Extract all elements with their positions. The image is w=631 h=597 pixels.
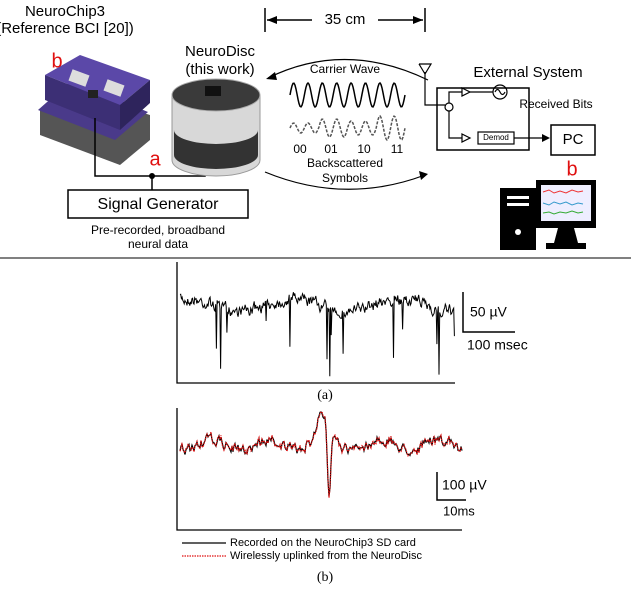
external-title: External System [473,64,582,81]
distance-label: 35 cm [325,11,366,28]
recorded-trace [180,412,462,496]
caption: (b) [317,570,334,585]
computer-icon [500,180,596,250]
backscatter-label: Backscattered [307,156,383,170]
legend-text: Recorded on the NeuroChip3 SD card [230,537,416,549]
neurochip-title: NeuroChip3 [25,3,105,20]
demod-label: Demod [483,133,509,142]
neurochip-label: b [51,50,62,72]
symbol: 01 [324,142,338,156]
neurochip-subtitle: (Reference BCI [20]) [0,20,134,37]
generator-label: a [149,148,161,170]
symbol: 10 [357,142,371,156]
scale-x-label: 10ms [443,503,475,518]
scale-y-label: 50 µV [470,304,508,320]
carrier-wave [290,83,405,107]
uplinked-trace [180,412,462,498]
caption: (a) [317,388,333,403]
neurodisc-subtitle: (this work) [185,61,254,78]
symbol: 00 [293,142,307,156]
generator-title: Signal Generator [98,196,220,213]
arrow-head [542,134,550,142]
backscatter-label: Symbols [322,171,368,185]
backscatter-wave [290,116,405,140]
neurodisc-device [172,79,260,176]
legend-text: Wirelessly uplinked from the NeuroDisc [230,550,422,562]
axes [177,408,462,530]
neurodisc-title: NeuroDisc [185,43,256,60]
axes [177,262,455,383]
junction [149,173,155,179]
received-label: Received Bits [519,97,592,111]
figure: NeuroChip3 (Reference BCI [20]) b a Sign… [0,0,631,597]
generator-caption: neural data [128,237,188,251]
arrow-head [413,16,423,24]
scale-y-label: 100 µV [442,477,487,493]
arrow-head [266,72,277,80]
arrow-head [419,171,428,180]
scale-x-label: 100 msec [467,337,528,353]
carrier-label: Carrier Wave [310,62,381,76]
pc-label: PC [563,131,584,148]
symbol: 11 [391,142,404,156]
arrow-head [267,16,277,24]
generator-caption: Pre-recorded, broadband [91,223,225,237]
external-label: b [566,158,577,180]
neural-trace [180,292,454,376]
